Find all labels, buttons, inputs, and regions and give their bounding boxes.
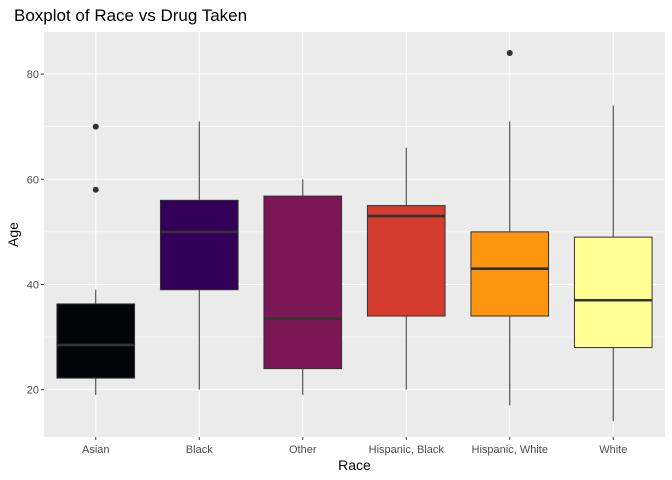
box-iqr bbox=[573, 236, 653, 349]
box-iqr bbox=[263, 195, 343, 370]
x-tick-label: Other bbox=[289, 444, 317, 456]
outlier-point bbox=[92, 123, 99, 130]
boxes bbox=[56, 50, 653, 422]
y-axis: 20 40 60 80 bbox=[27, 69, 44, 397]
x-axis-title: Race bbox=[338, 457, 371, 473]
box-group bbox=[56, 123, 136, 395]
box-group bbox=[470, 50, 550, 406]
x-tick-label: Hispanic, White bbox=[472, 444, 548, 456]
x-tick-label: Hispanic, Black bbox=[369, 444, 445, 456]
outlier-point bbox=[92, 186, 99, 193]
minor-gridlines bbox=[44, 126, 665, 338]
box-iqr bbox=[470, 231, 550, 317]
box-iqr bbox=[159, 199, 239, 291]
y-tick-label: 80 bbox=[27, 69, 39, 81]
y-tick-label: 20 bbox=[27, 385, 39, 397]
outlier-point bbox=[506, 50, 513, 57]
box-group bbox=[366, 147, 446, 390]
plot-panel bbox=[44, 32, 665, 437]
y-tick-label: 60 bbox=[27, 174, 39, 186]
y-tick-label: 40 bbox=[27, 279, 39, 291]
x-axis: Asian Black Other Hispanic, Black Hispanic, … bbox=[82, 437, 627, 456]
chart-title: Boxplot of Race vs Drug Taken bbox=[14, 6, 247, 25]
x-tick-label: White bbox=[599, 444, 627, 456]
box-group bbox=[573, 105, 653, 422]
box-iqr bbox=[56, 303, 136, 379]
x-tick-label: Black bbox=[186, 444, 213, 456]
y-axis-title: Age bbox=[5, 222, 21, 247]
box-group bbox=[263, 179, 343, 395]
box-group bbox=[159, 121, 239, 390]
x-tick-label: Asian bbox=[82, 444, 110, 456]
box-iqr bbox=[366, 205, 446, 317]
